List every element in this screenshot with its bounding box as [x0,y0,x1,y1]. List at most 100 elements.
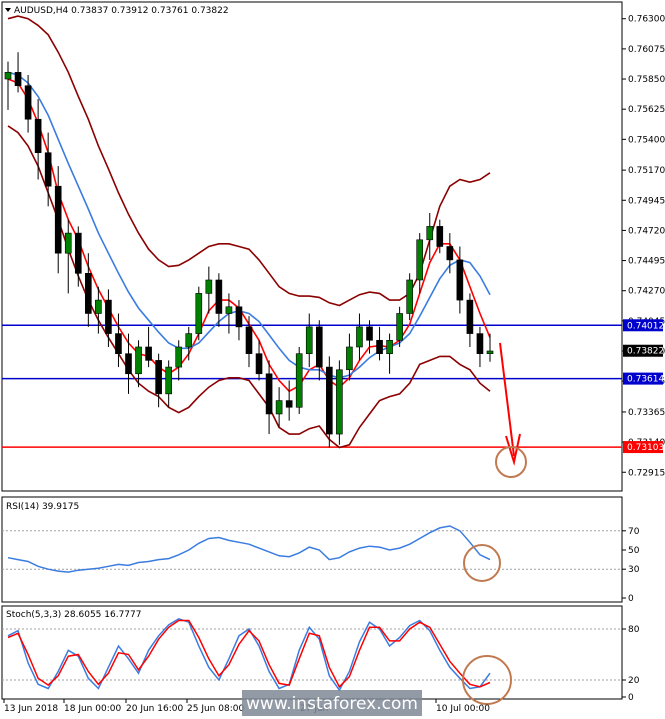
oscillator-line-0 [7,617,491,692]
level-price-tag [623,441,663,454]
oscillator-tick-label: 30 [628,565,640,575]
rsi-levels [2,530,622,570]
oscillator-tick-label: 0 [628,594,634,604]
candle-body [195,293,203,334]
candle-body [24,85,32,120]
price-pane[interactable] [1,1,623,492]
candle-body [155,360,162,395]
candle-body [115,333,122,354]
price-tick-label: 0.74945 [628,196,665,206]
candle-body [476,333,484,354]
target-circle [495,446,527,478]
level-price-tag [623,319,663,332]
price-tick-label: 0.76075 [628,45,665,55]
candle-body [486,350,494,354]
candle-body [85,272,92,314]
candle-body [285,400,293,408]
forecast-arrow-head [505,433,521,466]
candle-body [105,299,112,334]
stoch-axis: 80 20 0 [622,625,640,703]
time-tick-label: 13 Jun 2018 [4,704,58,714]
time-tick-label: 20 Jun 16:00 [126,704,183,714]
candle-body [175,346,183,368]
oscillator-tick-label: 20 [628,676,640,686]
candle-body [366,326,373,341]
oscillator-tick-label: 80 [628,625,640,635]
oscillator-line-0 [7,525,491,573]
price-tick-label: 0.75850 [628,75,665,85]
candle-body [14,72,22,87]
candle-body [185,333,193,348]
candle-body [4,72,12,80]
candle-body [245,326,253,354]
symbol-header: AUDUSD,H4 0.73837 0.73912 0.73761 0.7382… [5,6,229,16]
oscillator-tick-label: 50 [628,546,640,556]
rsi-label: RSI(14) 39.9175 [6,502,79,512]
candle-body [95,299,102,314]
price-tick-label: 0.76300 [628,15,665,25]
price-tick-label: 0.72915 [628,468,665,478]
stoch-levels [2,628,622,681]
rsi-axis: 70 50 30 0 [622,527,640,604]
candle-body [376,339,383,354]
oscillator-tick-label: 70 [628,527,640,537]
candle-body [34,118,42,154]
candle-body [135,346,142,375]
candle-body [205,279,213,294]
watermark-background [242,690,422,716]
candle-body [74,232,82,274]
candle-body [346,346,353,371]
candle-body [406,279,413,314]
candle-body [305,326,313,354]
current-price-tag [623,344,663,357]
price-tick-label: 0.75170 [628,166,665,176]
dropdown-triangle-icon[interactable] [5,8,11,12]
stoch-label: Stoch(5,3,3) 28.6055 16.7777 [6,610,141,620]
rsi-line [7,525,491,573]
price-tick-label: 0.75625 [628,105,665,115]
candle-body [396,313,403,341]
forecast-arrow-shaft [499,342,515,457]
candle-body [235,306,243,328]
price-tick-label: 0.73365 [628,408,665,418]
level-price-tag [623,372,663,385]
current-price-label: 0.73822 [627,347,664,357]
time-tick-label: 10 Jul 00:00 [436,704,490,714]
level-price-label: 0.73614 [627,375,664,385]
indicator-line-1 [7,71,491,379]
rsi-pane[interactable] [1,496,623,603]
candle-body [165,366,172,395]
candle-body [356,326,363,348]
price-candles [4,52,494,448]
candle-body [145,346,152,361]
price-tick-label: 0.74495 [628,257,665,267]
candle-body [456,259,464,301]
candle-body [446,246,454,261]
candle-body [125,353,132,375]
watermark: www.instaforex.com [242,690,422,716]
candle-body [44,152,52,187]
price-tick-label: 0.74270 [628,287,665,297]
price-tick-label: 0.74720 [628,226,665,236]
candle-body [436,226,444,247]
candle-body [265,373,273,415]
candle-body [64,232,72,254]
symbol-info: AUDUSD,H4 0.73837 0.73912 0.73761 0.7382… [14,6,229,16]
stoch-lines [7,617,491,692]
rsi-highlight-circle [463,544,501,582]
time-tick-label: 18 Jun 00:00 [64,704,121,714]
candle-body [315,326,323,368]
level-price-label: 0.74012 [627,321,664,331]
oscillator-tick-label: 0 [628,693,634,703]
candle-body [426,226,434,241]
watermark-text: www.instaforex.com [246,694,418,714]
candle-body [416,239,424,281]
candle-body [295,353,303,408]
candle-body [336,369,343,435]
oscillator-line-1 [7,619,491,689]
stoch-highlight-circle [462,655,512,705]
candle-body [215,279,223,314]
candle-body [255,353,263,375]
price-tick-label: 0.75400 [628,135,665,145]
